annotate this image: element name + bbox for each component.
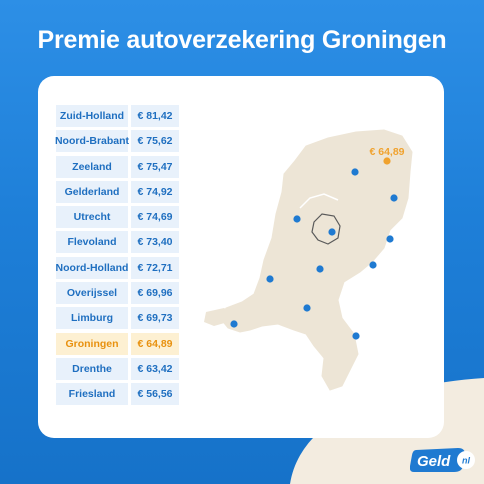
logo-suffix: nl xyxy=(462,456,470,466)
province-dot xyxy=(303,304,311,312)
province-price: € 69,73 xyxy=(131,307,179,330)
content-card: € 64,89 Zuid-Holland € 81,42 Noord-Brabant… xyxy=(38,76,444,438)
geld-nl-logo: Geld nl xyxy=(410,448,475,472)
province-row-utrecht: Utrecht € 74,69 xyxy=(56,206,179,229)
province-row-limburg: Limburg € 69,73 xyxy=(56,307,179,330)
province-dot xyxy=(316,265,324,273)
province-dot xyxy=(293,215,301,223)
province-price: € 74,69 xyxy=(131,206,179,229)
province-name: Drenthe xyxy=(56,357,128,380)
province-name: Utrecht xyxy=(56,206,128,229)
province-row-friesland: Friesland € 56,56 xyxy=(56,383,179,406)
province-row-drenthe: Drenthe € 63,42 xyxy=(56,357,179,380)
logo-text: Geld xyxy=(417,453,451,470)
province-dot xyxy=(266,275,274,283)
price-table: Zuid-Holland € 81,42 Noord-Brabant € 75,62 Z… xyxy=(55,105,179,409)
flevoland-island xyxy=(311,213,341,245)
netherlands-land xyxy=(219,129,413,391)
province-name: Limburg xyxy=(56,307,128,330)
province-price: € 73,40 xyxy=(131,231,179,254)
province-dot xyxy=(352,332,360,340)
province-name: Friesland xyxy=(56,383,128,406)
ijsselmeer-line xyxy=(299,193,339,209)
province-price: € 56,56 xyxy=(131,383,179,406)
province-name: Flevoland xyxy=(56,231,128,254)
province-name: Noord-Brabant xyxy=(55,130,129,153)
page-title: Premie autoverzekering Groningen xyxy=(37,26,447,54)
province-row-zeeland: Zeeland € 75,47 xyxy=(56,155,179,178)
province-row-flevoland: Flevoland € 73,40 xyxy=(56,231,179,254)
province-dot xyxy=(390,194,398,202)
province-price: € 75,62 xyxy=(131,130,179,153)
province-dot xyxy=(230,320,238,328)
province-dot xyxy=(369,261,377,269)
groningen-dot xyxy=(383,157,391,165)
netherlands-map: € 64,89 xyxy=(204,129,413,391)
province-price: € 72,71 xyxy=(131,256,179,279)
province-price: € 63,42 xyxy=(131,357,179,380)
province-name: Gelderland xyxy=(56,180,128,203)
province-name: Zuid-Holland xyxy=(56,105,128,127)
province-dot xyxy=(386,235,394,243)
province-name: Groningen xyxy=(56,332,128,355)
province-dots xyxy=(230,157,398,340)
province-row-noord-brabant: Noord-Brabant € 75,62 xyxy=(55,130,179,153)
province-row-groningen: Groningen € 64,89 xyxy=(56,332,179,355)
province-name: Noord-Holland xyxy=(56,256,128,279)
map-highlight-label: € 64,89 xyxy=(369,146,404,158)
province-price: € 64,89 xyxy=(131,332,179,355)
province-row-overijssel: Overijssel € 69,96 xyxy=(56,282,179,305)
province-row-noord-holland: Noord-Holland € 72,71 xyxy=(56,256,179,279)
province-price: € 69,96 xyxy=(131,282,179,305)
province-name: Zeeland xyxy=(56,155,128,178)
province-dot xyxy=(328,228,336,236)
province-row-zuid-holland: Zuid-Holland € 81,42 xyxy=(56,105,179,127)
zeeland-islands xyxy=(204,308,234,326)
province-row-gelderland: Gelderland € 74,92 xyxy=(56,180,179,203)
province-price: € 75,47 xyxy=(131,155,179,178)
province-name: Overijssel xyxy=(56,282,128,305)
province-dot xyxy=(351,168,359,176)
province-price: € 74,92 xyxy=(131,180,179,203)
province-price: € 81,42 xyxy=(131,105,179,127)
